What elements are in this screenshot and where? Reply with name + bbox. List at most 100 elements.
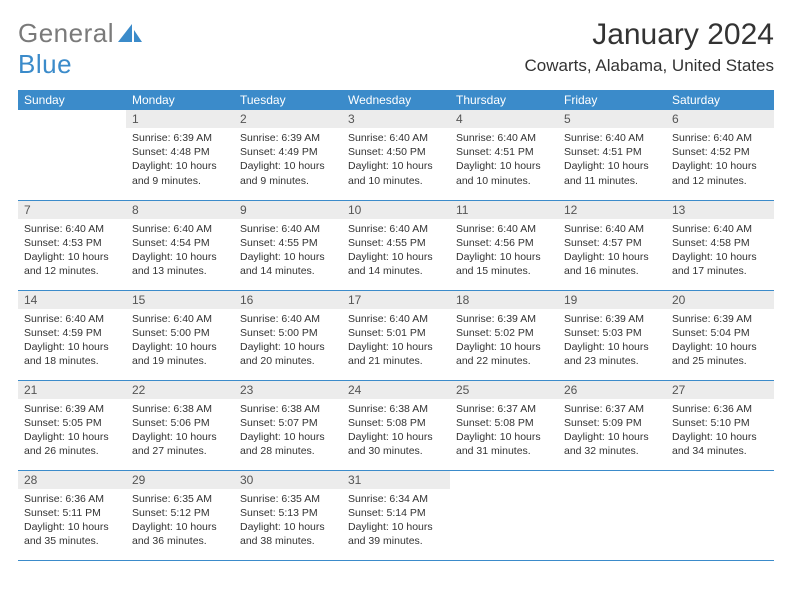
calendar-day-cell: 17Sunrise: 6:40 AMSunset: 5:01 PMDayligh…	[342, 290, 450, 380]
day-details: Sunrise: 6:40 AMSunset: 5:00 PMDaylight:…	[234, 309, 342, 375]
day-details: Sunrise: 6:40 AMSunset: 4:52 PMDaylight:…	[666, 128, 774, 194]
day-number: 14	[18, 291, 126, 309]
day-details: Sunrise: 6:39 AMSunset: 5:05 PMDaylight:…	[18, 399, 126, 465]
day-number: 28	[18, 471, 126, 489]
calendar-day-cell: 1Sunrise: 6:39 AMSunset: 4:48 PMDaylight…	[126, 110, 234, 200]
day-number: 18	[450, 291, 558, 309]
day-details: Sunrise: 6:40 AMSunset: 4:51 PMDaylight:…	[558, 128, 666, 194]
calendar-day-cell: 9Sunrise: 6:40 AMSunset: 4:55 PMDaylight…	[234, 200, 342, 290]
day-details: Sunrise: 6:40 AMSunset: 5:00 PMDaylight:…	[126, 309, 234, 375]
day-details: Sunrise: 6:40 AMSunset: 4:53 PMDaylight:…	[18, 219, 126, 285]
day-details: Sunrise: 6:40 AMSunset: 4:56 PMDaylight:…	[450, 219, 558, 285]
day-number: 15	[126, 291, 234, 309]
day-details: Sunrise: 6:40 AMSunset: 4:55 PMDaylight:…	[342, 219, 450, 285]
day-details: Sunrise: 6:34 AMSunset: 5:14 PMDaylight:…	[342, 489, 450, 555]
day-number: 5	[558, 110, 666, 128]
day-number: 7	[18, 201, 126, 219]
day-number: 27	[666, 381, 774, 399]
calendar-day-cell: 15Sunrise: 6:40 AMSunset: 5:00 PMDayligh…	[126, 290, 234, 380]
title-block: January 2024 Cowarts, Alabama, United St…	[525, 18, 774, 76]
logo: General Blue	[18, 18, 144, 80]
calendar-week-row: 1Sunrise: 6:39 AMSunset: 4:48 PMDaylight…	[18, 110, 774, 200]
calendar-header-row: SundayMondayTuesdayWednesdayThursdayFrid…	[18, 90, 774, 110]
calendar-day-cell: 7Sunrise: 6:40 AMSunset: 4:53 PMDaylight…	[18, 200, 126, 290]
day-number: 4	[450, 110, 558, 128]
calendar-day-cell: 20Sunrise: 6:39 AMSunset: 5:04 PMDayligh…	[666, 290, 774, 380]
day-details: Sunrise: 6:40 AMSunset: 4:50 PMDaylight:…	[342, 128, 450, 194]
calendar-day-cell: 29Sunrise: 6:35 AMSunset: 5:12 PMDayligh…	[126, 470, 234, 560]
day-number: 20	[666, 291, 774, 309]
weekday-header: Tuesday	[234, 90, 342, 110]
calendar-day-cell: 12Sunrise: 6:40 AMSunset: 4:57 PMDayligh…	[558, 200, 666, 290]
calendar-day-cell: 14Sunrise: 6:40 AMSunset: 4:59 PMDayligh…	[18, 290, 126, 380]
day-number: 29	[126, 471, 234, 489]
calendar-week-row: 7Sunrise: 6:40 AMSunset: 4:53 PMDaylight…	[18, 200, 774, 290]
weekday-header: Thursday	[450, 90, 558, 110]
calendar-day-cell: 21Sunrise: 6:39 AMSunset: 5:05 PMDayligh…	[18, 380, 126, 470]
calendar-day-cell: 22Sunrise: 6:38 AMSunset: 5:06 PMDayligh…	[126, 380, 234, 470]
weekday-header: Sunday	[18, 90, 126, 110]
day-number: 11	[450, 201, 558, 219]
calendar-day-cell: 25Sunrise: 6:37 AMSunset: 5:08 PMDayligh…	[450, 380, 558, 470]
day-details: Sunrise: 6:40 AMSunset: 5:01 PMDaylight:…	[342, 309, 450, 375]
day-details: Sunrise: 6:38 AMSunset: 5:06 PMDaylight:…	[126, 399, 234, 465]
day-details: Sunrise: 6:40 AMSunset: 4:57 PMDaylight:…	[558, 219, 666, 285]
calendar-day-cell	[18, 110, 126, 200]
day-number: 9	[234, 201, 342, 219]
day-number: 8	[126, 201, 234, 219]
day-number: 25	[450, 381, 558, 399]
calendar-day-cell: 13Sunrise: 6:40 AMSunset: 4:58 PMDayligh…	[666, 200, 774, 290]
calendar-day-cell: 4Sunrise: 6:40 AMSunset: 4:51 PMDaylight…	[450, 110, 558, 200]
location-text: Cowarts, Alabama, United States	[525, 56, 774, 76]
day-number: 17	[342, 291, 450, 309]
calendar-week-row: 21Sunrise: 6:39 AMSunset: 5:05 PMDayligh…	[18, 380, 774, 470]
day-number: 16	[234, 291, 342, 309]
calendar-day-cell: 23Sunrise: 6:38 AMSunset: 5:07 PMDayligh…	[234, 380, 342, 470]
logo-text-general: General	[18, 18, 114, 48]
day-details: Sunrise: 6:39 AMSunset: 5:04 PMDaylight:…	[666, 309, 774, 375]
day-details: Sunrise: 6:35 AMSunset: 5:13 PMDaylight:…	[234, 489, 342, 555]
day-details: Sunrise: 6:37 AMSunset: 5:08 PMDaylight:…	[450, 399, 558, 465]
day-number: 26	[558, 381, 666, 399]
day-details: Sunrise: 6:36 AMSunset: 5:10 PMDaylight:…	[666, 399, 774, 465]
calendar-day-cell: 16Sunrise: 6:40 AMSunset: 5:00 PMDayligh…	[234, 290, 342, 380]
calendar-table: SundayMondayTuesdayWednesdayThursdayFrid…	[18, 90, 774, 561]
day-details: Sunrise: 6:38 AMSunset: 5:07 PMDaylight:…	[234, 399, 342, 465]
calendar-day-cell: 11Sunrise: 6:40 AMSunset: 4:56 PMDayligh…	[450, 200, 558, 290]
calendar-day-cell: 30Sunrise: 6:35 AMSunset: 5:13 PMDayligh…	[234, 470, 342, 560]
day-number: 31	[342, 471, 450, 489]
day-details: Sunrise: 6:35 AMSunset: 5:12 PMDaylight:…	[126, 489, 234, 555]
calendar-day-cell: 10Sunrise: 6:40 AMSunset: 4:55 PMDayligh…	[342, 200, 450, 290]
calendar-day-cell: 2Sunrise: 6:39 AMSunset: 4:49 PMDaylight…	[234, 110, 342, 200]
day-details: Sunrise: 6:40 AMSunset: 4:58 PMDaylight:…	[666, 219, 774, 285]
day-number: 3	[342, 110, 450, 128]
day-number: 24	[342, 381, 450, 399]
day-number: 2	[234, 110, 342, 128]
calendar-day-cell: 28Sunrise: 6:36 AMSunset: 5:11 PMDayligh…	[18, 470, 126, 560]
calendar-day-cell	[450, 470, 558, 560]
day-details: Sunrise: 6:40 AMSunset: 4:55 PMDaylight:…	[234, 219, 342, 285]
calendar-day-cell: 6Sunrise: 6:40 AMSunset: 4:52 PMDaylight…	[666, 110, 774, 200]
day-number: 6	[666, 110, 774, 128]
day-number: 22	[126, 381, 234, 399]
calendar-day-cell: 18Sunrise: 6:39 AMSunset: 5:02 PMDayligh…	[450, 290, 558, 380]
logo-text-blue: Blue	[18, 49, 72, 79]
day-details: Sunrise: 6:40 AMSunset: 4:51 PMDaylight:…	[450, 128, 558, 194]
day-details: Sunrise: 6:36 AMSunset: 5:11 PMDaylight:…	[18, 489, 126, 555]
calendar-day-cell: 19Sunrise: 6:39 AMSunset: 5:03 PMDayligh…	[558, 290, 666, 380]
day-details: Sunrise: 6:39 AMSunset: 5:02 PMDaylight:…	[450, 309, 558, 375]
day-details: Sunrise: 6:38 AMSunset: 5:08 PMDaylight:…	[342, 399, 450, 465]
page-title: January 2024	[525, 18, 774, 52]
logo-sail-icon	[118, 24, 144, 42]
day-details: Sunrise: 6:40 AMSunset: 4:54 PMDaylight:…	[126, 219, 234, 285]
day-number: 19	[558, 291, 666, 309]
calendar-day-cell	[558, 470, 666, 560]
day-details: Sunrise: 6:40 AMSunset: 4:59 PMDaylight:…	[18, 309, 126, 375]
header: General Blue January 2024 Cowarts, Alaba…	[18, 18, 774, 80]
weekday-header: Saturday	[666, 90, 774, 110]
day-details: Sunrise: 6:39 AMSunset: 4:49 PMDaylight:…	[234, 128, 342, 194]
day-number: 1	[126, 110, 234, 128]
day-number: 10	[342, 201, 450, 219]
calendar-day-cell: 24Sunrise: 6:38 AMSunset: 5:08 PMDayligh…	[342, 380, 450, 470]
calendar-day-cell	[666, 470, 774, 560]
